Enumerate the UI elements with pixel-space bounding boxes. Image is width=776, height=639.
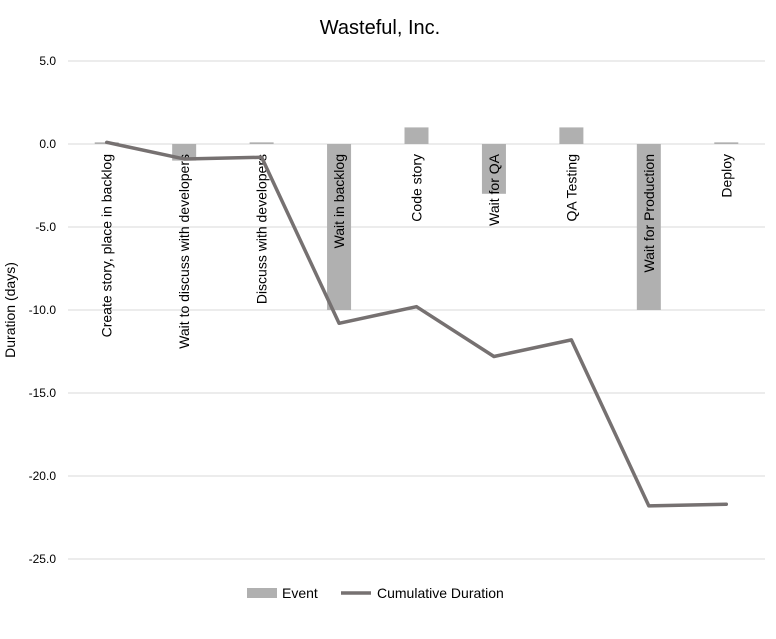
line-point — [724, 502, 728, 506]
bar — [636, 144, 661, 310]
y-tick-label: 5.0 — [39, 54, 56, 68]
bar — [249, 142, 274, 144]
category-label: QA Testing — [563, 154, 579, 221]
category-label: Wait for QA — [486, 153, 502, 225]
legend-swatch-event — [247, 588, 277, 598]
y-tick-label: -5.0 — [35, 220, 56, 234]
y-tick-label: -20.0 — [29, 469, 57, 483]
line-point — [492, 354, 496, 358]
line-point — [182, 157, 186, 161]
line-series-cumulative-duration — [104, 140, 729, 508]
category-label: Wait for Production — [641, 154, 657, 273]
y-axis-label: Duration (days) — [2, 262, 18, 358]
legend-label-cumulative-duration: Cumulative Duration — [377, 585, 504, 601]
bar — [404, 127, 429, 144]
line-point — [260, 155, 264, 159]
bar — [559, 127, 584, 144]
category-label: Deploy — [718, 154, 734, 198]
bar — [327, 144, 352, 310]
line-point — [647, 504, 651, 508]
bar-series-event — [94, 127, 739, 310]
category-label: Discuss with developers — [254, 154, 270, 304]
y-tick-label: 0.0 — [39, 137, 56, 151]
category-label: Wait to discuss with developers — [176, 154, 192, 349]
category-label: Create story, place in backlog — [99, 154, 115, 337]
y-tick-label: -15.0 — [29, 386, 57, 400]
bar — [481, 144, 506, 194]
y-tick-label: -25.0 — [29, 552, 57, 566]
y-tick-label: -10.0 — [29, 303, 57, 317]
chart-title: Wasteful, Inc. — [320, 17, 440, 39]
category-labels: Create story, place in backlog Wait to di… — [99, 153, 735, 348]
legend-label-event: Event — [282, 585, 318, 601]
line-point — [569, 338, 573, 342]
line-point — [415, 305, 418, 309]
category-label: Wait in backlog — [331, 154, 347, 248]
gridlines: 5.0 0.0 -5.0 -10.0 -15.0 -20.0 -25.0 — [29, 54, 765, 566]
line-point — [337, 321, 341, 325]
category-label: Code story — [409, 154, 425, 222]
line-point — [105, 140, 109, 144]
bar — [714, 142, 739, 144]
legend: Event Cumulative Duration — [247, 585, 504, 601]
